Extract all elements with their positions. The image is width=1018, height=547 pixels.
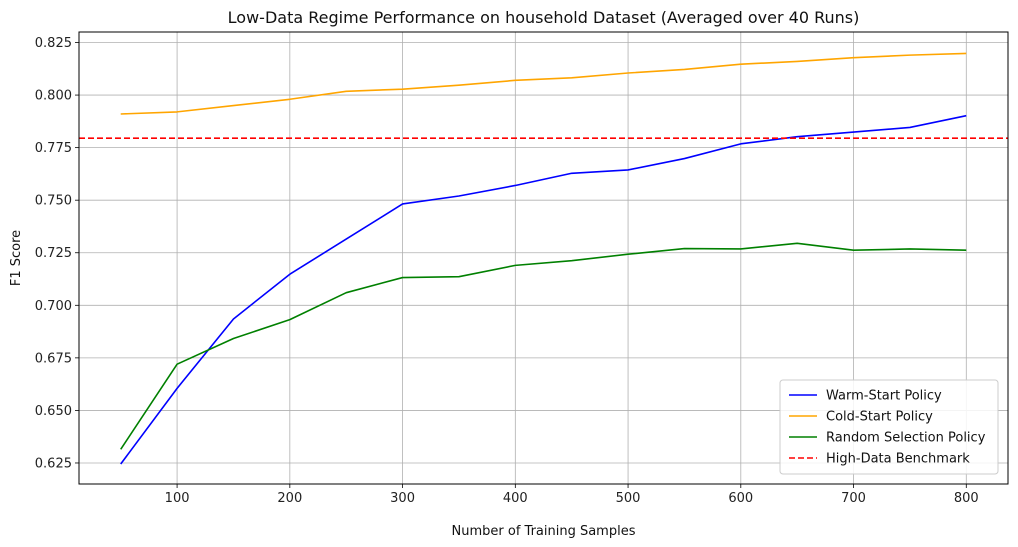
y-tick-label: 0.775 xyxy=(35,141,72,156)
y-tick-label: 0.675 xyxy=(35,351,72,366)
y-tick-label: 0.825 xyxy=(35,36,72,51)
series-lines xyxy=(79,52,1008,465)
x-tick-label: 200 xyxy=(277,491,302,506)
series-line-cold-start-policy xyxy=(120,52,967,115)
y-tick-label: 0.725 xyxy=(35,246,72,261)
y-tick-label: 0.700 xyxy=(35,299,72,314)
x-tick-label: 400 xyxy=(503,491,528,506)
y-tick-label: 0.650 xyxy=(35,404,72,419)
x-tick-label: 500 xyxy=(616,491,641,506)
axis-ticks: 100 200 300 400 500 600 700 800 0.625 0.650 0.675 0… xyxy=(35,36,979,506)
chart-title: Low-Data Regime Performance on household… xyxy=(228,8,860,27)
y-tick-label: 0.800 xyxy=(35,89,72,104)
legend: Warm-Start Policy Cold-Start Policy Random… xyxy=(779,379,999,475)
series-line-warm-start-policy xyxy=(120,114,967,465)
legend-label: Random Selection Policy xyxy=(826,431,986,446)
legend-box xyxy=(779,379,999,475)
x-axis-title: Number of Training Samples xyxy=(452,524,636,539)
series-line-random-selection-policy xyxy=(120,242,967,450)
x-tick-label: 300 xyxy=(390,491,415,506)
x-tick-label: 600 xyxy=(728,491,753,506)
y-axis-title: F1 Score xyxy=(9,230,24,286)
legend-label: Cold-Start Policy xyxy=(826,410,933,425)
legend-label: High-Data Benchmark xyxy=(826,452,970,467)
x-tick-label: 700 xyxy=(841,491,866,506)
x-tick-label: 800 xyxy=(954,491,979,506)
x-tick-label: 100 xyxy=(165,491,190,506)
y-tick-label: 0.750 xyxy=(35,194,72,209)
y-tick-label: 0.625 xyxy=(35,456,72,471)
plot-frame xyxy=(78,31,1009,485)
legend-label: Warm-Start Policy xyxy=(826,389,942,404)
